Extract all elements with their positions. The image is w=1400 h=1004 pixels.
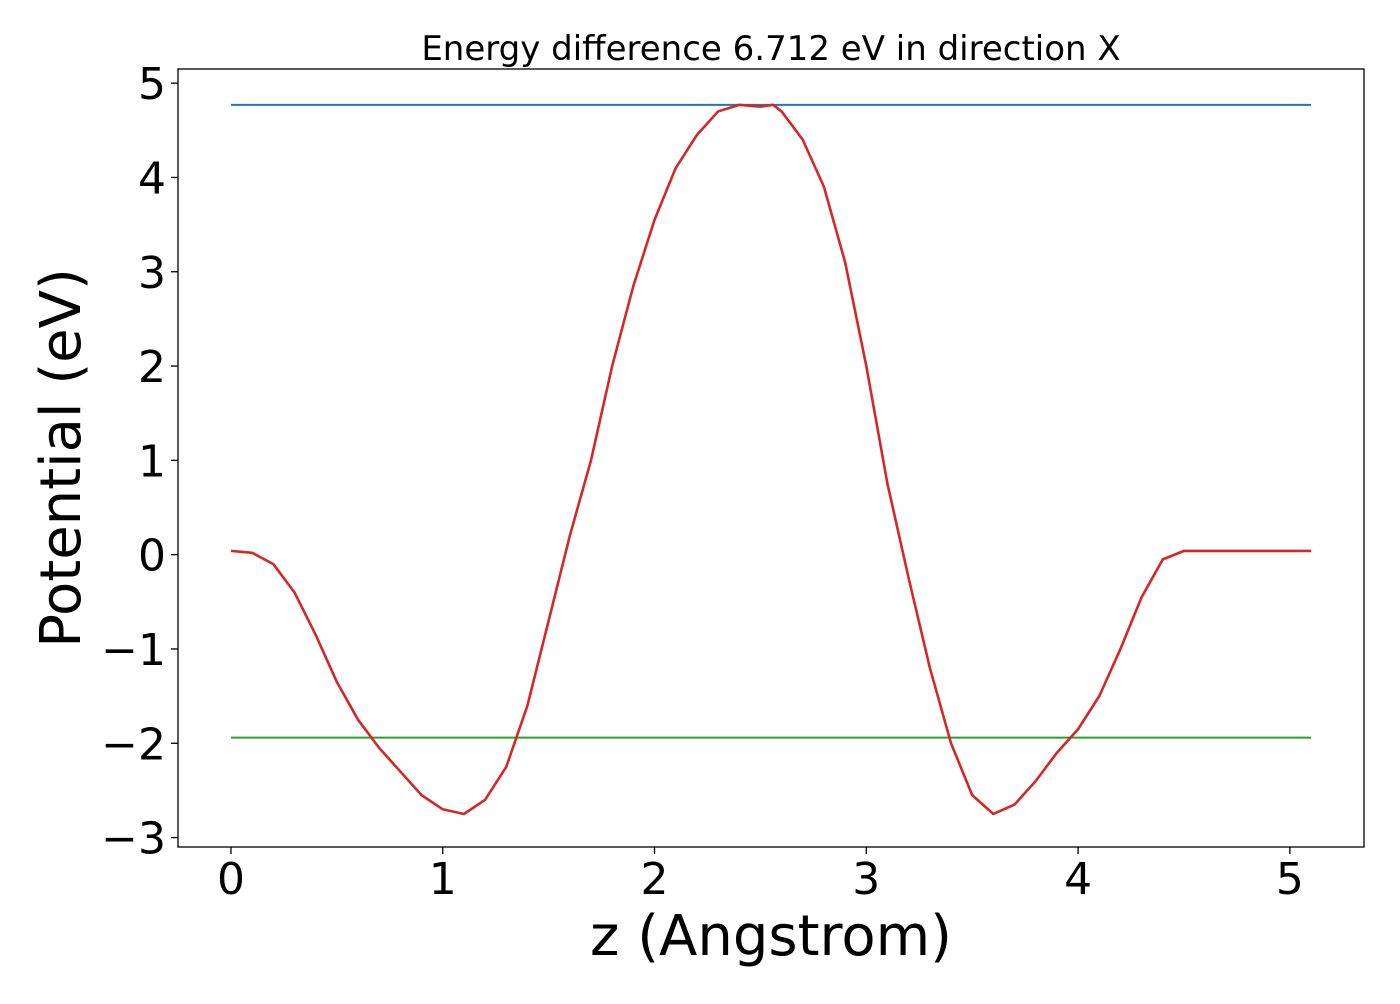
y-axis-label: Potential (eV) xyxy=(29,268,94,648)
y-tick-label: 4 xyxy=(138,153,166,204)
chart-title: Energy difference 6.712 eV in direction … xyxy=(421,29,1120,69)
y-tick-label: 0 xyxy=(138,531,166,582)
y-tick-label: 1 xyxy=(138,436,166,487)
y-tick-label: −1 xyxy=(101,625,166,676)
y-tick-label: −2 xyxy=(101,719,166,770)
x-tick-label: 4 xyxy=(1064,854,1092,905)
x-axis-label: z (Angstrom) xyxy=(590,904,952,969)
y-tick-label: 5 xyxy=(138,59,166,110)
x-tick-label: 3 xyxy=(852,854,880,905)
x-tick-label: 0 xyxy=(217,854,245,905)
series-line-2 xyxy=(230,103,1312,816)
y-tick-label: 3 xyxy=(138,248,166,299)
y-tick-label: −3 xyxy=(101,814,166,865)
x-tick-label: 2 xyxy=(641,854,669,905)
plot-frame xyxy=(177,68,1365,848)
y-tick-label: 2 xyxy=(138,342,166,393)
plot-area xyxy=(230,103,1312,816)
axis-ticks: 0 1 2 3 4 5 −3 −2 −1 0 1 2 3 4 5 xyxy=(101,59,1304,905)
x-tick-label: 1 xyxy=(429,854,457,905)
x-tick-label: 5 xyxy=(1276,854,1304,905)
